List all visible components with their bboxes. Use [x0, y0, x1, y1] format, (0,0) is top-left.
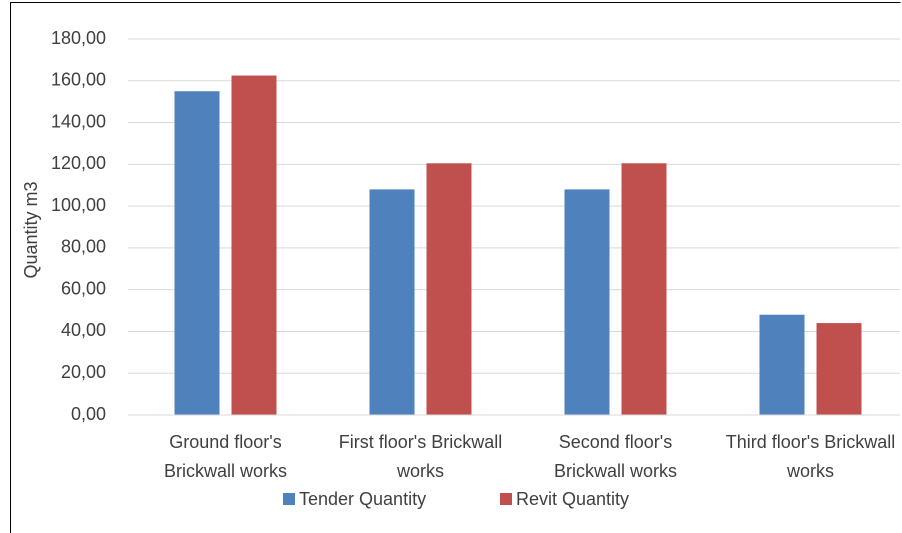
- y-tick-label: 140,00: [51, 111, 106, 131]
- frame: [10, 2, 901, 533]
- legend-label: Revit Quantity: [516, 489, 629, 509]
- y-tick-label: 120,00: [51, 153, 106, 173]
- x-tick-label: Second floor's Brickwall works: [553, 432, 677, 481]
- y-tick-label: 20,00: [61, 362, 106, 382]
- legend-label: Tender Quantity: [299, 489, 426, 509]
- bar: [174, 91, 220, 415]
- bar: [816, 323, 862, 415]
- y-tick-label: 180,00: [51, 28, 106, 48]
- y-tick-label: 60,00: [61, 278, 106, 298]
- bar: [426, 163, 472, 415]
- y-axis-label: Quantity m3: [21, 181, 41, 278]
- x-tick-label: Ground floor's Brickwall works: [163, 432, 287, 481]
- bar: [759, 314, 805, 415]
- legend-swatch: [500, 493, 512, 505]
- x-tick-label: First floor's Brickwall works: [338, 432, 503, 481]
- bar: [231, 75, 277, 416]
- y-tick-label: 100,00: [51, 195, 106, 215]
- y-tick-label: 160,00: [51, 70, 106, 90]
- y-tick-label: 0,00: [71, 404, 106, 424]
- x-tick-label: Third floor's Brickwall works: [725, 432, 896, 481]
- y-tick-label: 80,00: [61, 237, 106, 257]
- y-tick-label: 40,00: [61, 320, 106, 340]
- bar: [369, 189, 415, 415]
- bar: [621, 163, 667, 415]
- bar: [564, 189, 610, 415]
- legend-swatch: [283, 493, 295, 505]
